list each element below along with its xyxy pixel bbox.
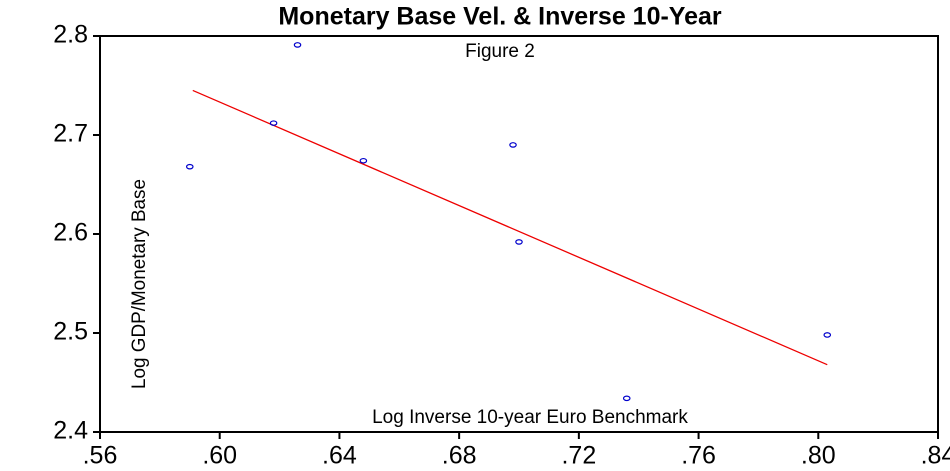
x-tick-label: .72 [561, 442, 596, 470]
x-tick-label: .76 [681, 442, 716, 470]
x-tick-label: .84 [921, 442, 950, 470]
scatter-point [823, 332, 832, 338]
x-axis-label: Log Inverse 10-year Euro Benchmark [372, 407, 688, 428]
x-tick-label: .56 [83, 442, 118, 470]
x-tick-label: .64 [322, 442, 357, 470]
scatter-point [359, 157, 368, 164]
fit-line [192, 89, 828, 366]
annotation: Figure 2 [465, 41, 535, 62]
x-tick-label: .68 [442, 442, 477, 470]
y-tick-label: 2.6 [53, 219, 88, 247]
plot-frame [99, 35, 939, 433]
scatter-point [515, 239, 523, 245]
y-tick-label: 2.4 [53, 417, 88, 445]
y-tick-label: 2.5 [53, 318, 88, 346]
y-axis-label: Log GDP/Monetary Base [129, 179, 150, 389]
y-tick-label: 2.8 [53, 21, 88, 49]
scatter-point [185, 163, 194, 170]
scatter-point [293, 42, 302, 48]
scatter-point [269, 120, 278, 126]
chart-title: Monetary Base Vel. & Inverse 10-Year [278, 3, 722, 31]
x-tick-label: .60 [202, 442, 237, 470]
x-tick-label: .80 [801, 442, 836, 470]
scatter-point [622, 395, 631, 402]
y-tick-label: 2.7 [53, 120, 88, 148]
scatter-point [509, 142, 517, 148]
